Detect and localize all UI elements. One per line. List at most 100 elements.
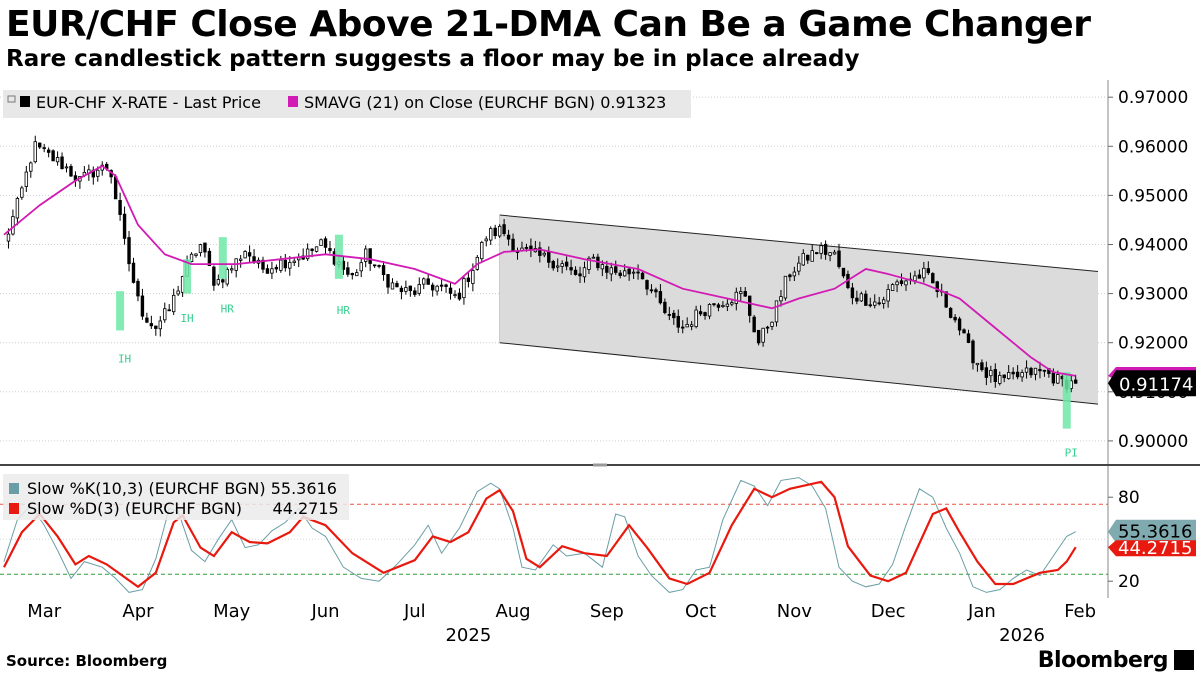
candle-body <box>328 248 332 251</box>
candle-body <box>971 340 975 364</box>
candle-body <box>171 294 176 313</box>
candle-body <box>774 300 779 323</box>
candle-body <box>471 270 475 284</box>
candle-body <box>975 362 980 366</box>
candle-body <box>372 264 377 267</box>
month-label: Jul <box>403 601 426 622</box>
candle-body <box>480 241 484 260</box>
candle-body <box>243 251 247 259</box>
month-label: Jan <box>967 601 996 622</box>
price-tick-label: 0.90000 <box>1118 432 1188 452</box>
candle-body <box>230 268 234 271</box>
candle-body <box>221 279 225 283</box>
candle-body <box>69 166 73 177</box>
candle-body <box>274 266 279 270</box>
legend-collapse-icon[interactable] <box>7 95 16 103</box>
candle-body <box>20 187 24 198</box>
candle-body <box>310 248 314 251</box>
stoch-k-flag <box>1108 519 1196 543</box>
candle-body <box>238 258 243 261</box>
bloomberg-terminal-icon <box>1174 650 1194 670</box>
price-axis: 0.900000.910000.920000.930000.940000.950… <box>1108 88 1188 452</box>
sma-layer <box>3 164 1076 377</box>
legend-label-k: Slow %K(10,3) (EURCHF BGN) 55.3616 <box>27 479 337 498</box>
candle-body <box>154 325 158 329</box>
candle-body <box>864 293 868 306</box>
stoch-legend: Slow %K(10,3) (EURCHF BGN) 55.3616 Slow … <box>3 474 349 520</box>
month-label: Sep <box>590 601 624 622</box>
candle-body <box>904 280 908 286</box>
candle-body <box>55 157 60 163</box>
candle-body <box>292 260 296 263</box>
candle-body <box>819 245 823 254</box>
candle-body <box>29 162 33 172</box>
channel-upper-line <box>499 214 1099 272</box>
candle-body <box>935 281 939 292</box>
pattern-highlight-box <box>183 259 192 294</box>
candle-body <box>1024 367 1029 373</box>
candle-body <box>346 267 350 275</box>
candle-body <box>667 314 672 316</box>
candle-body <box>489 228 493 241</box>
candle-body <box>721 305 725 308</box>
candle-body <box>989 370 993 377</box>
candle-body <box>654 289 658 293</box>
candle-body <box>966 333 971 343</box>
candle-body <box>573 269 578 275</box>
candle-body <box>524 247 529 249</box>
candle-body <box>564 261 569 267</box>
candle-body <box>859 293 864 302</box>
candle-body <box>368 248 372 264</box>
candle-body <box>158 320 162 330</box>
price-legend: EUR-CHF X-RATE - Last Price SMAVG (21) o… <box>3 90 691 118</box>
candle-body <box>953 316 957 321</box>
candle-body <box>730 302 734 305</box>
month-label: Dec <box>871 601 906 622</box>
pattern-highlight-box <box>218 237 227 279</box>
candle-body <box>948 307 953 318</box>
sma-line <box>3 164 1076 377</box>
candle-body <box>899 280 904 285</box>
pattern-label: IH <box>180 312 193 325</box>
candle-body <box>305 248 310 260</box>
candle-body <box>355 272 359 277</box>
price-tick-label: 0.95000 <box>1118 186 1188 206</box>
candle-body <box>216 279 221 285</box>
candle-body <box>64 166 69 169</box>
candle-body <box>761 327 765 343</box>
candle-body <box>739 291 743 294</box>
candle-body <box>46 149 51 153</box>
candle-body <box>770 321 774 327</box>
candle-body <box>484 238 488 242</box>
candle-body <box>832 251 837 255</box>
candle-body <box>194 253 198 256</box>
candle-body <box>163 308 167 321</box>
pattern-label: HR <box>221 302 235 315</box>
stoch-tick-label: 80 <box>1118 488 1140 508</box>
candle-body <box>627 268 631 275</box>
candle-body <box>149 323 154 327</box>
candle-body <box>895 281 899 286</box>
candle-body <box>605 265 609 273</box>
candle-body <box>873 301 877 306</box>
candle-body <box>1029 367 1033 376</box>
month-label: Feb <box>1064 601 1096 622</box>
x-axis: Mar Apr May Jun Jul Aug Sep Oct Nov Dec Jan Feb 2025… <box>27 601 1096 646</box>
candle-body <box>913 275 917 281</box>
legend-label-sma: SMAVG (21) on Close (EURCHF BGN) 0.91323 <box>304 93 666 112</box>
pattern-highlights <box>116 234 1071 429</box>
candle-body <box>944 291 948 308</box>
candle-body <box>917 274 922 279</box>
candle-body <box>131 262 136 283</box>
candle-body <box>145 317 149 323</box>
candle-body <box>980 362 984 371</box>
candle-body <box>252 256 256 263</box>
candle-body <box>841 267 846 277</box>
candle-body <box>926 268 931 274</box>
candle-body <box>493 227 497 237</box>
price-channel <box>499 214 1099 405</box>
candle-body <box>810 250 814 262</box>
month-label: Mar <box>27 601 62 622</box>
candle-body <box>779 296 783 302</box>
candle-body <box>408 285 413 292</box>
